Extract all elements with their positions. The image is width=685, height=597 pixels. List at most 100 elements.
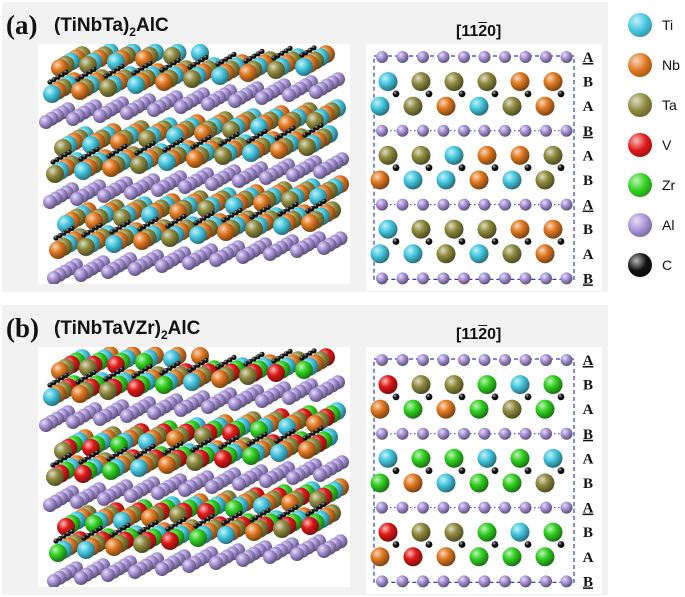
c-atom xyxy=(231,354,237,360)
c-atom xyxy=(65,531,71,537)
c-atom xyxy=(93,225,99,231)
c-atom xyxy=(557,541,565,548)
c-atom xyxy=(59,72,65,78)
c-atom xyxy=(392,467,400,475)
ti-atom xyxy=(370,244,390,264)
al-atom xyxy=(259,171,273,185)
al-atom xyxy=(97,492,111,506)
c-atom xyxy=(250,439,256,445)
al-atom xyxy=(376,272,388,285)
c-atom xyxy=(177,519,183,525)
c-atom xyxy=(317,504,323,510)
al-atom xyxy=(236,250,250,264)
stacking-letter: A xyxy=(583,247,594,263)
c-atom xyxy=(103,376,109,382)
c-atom xyxy=(205,213,211,219)
direction-bar-digit: 2 xyxy=(478,326,488,343)
nb-atom xyxy=(403,473,423,493)
al-atom xyxy=(376,501,388,514)
c-atom xyxy=(310,127,316,133)
al-atom xyxy=(286,168,300,182)
al-atom xyxy=(151,486,165,500)
al-atom xyxy=(209,253,223,267)
zr-atom xyxy=(469,473,489,493)
c-atom xyxy=(81,535,87,541)
nb-atom xyxy=(105,538,123,556)
c-atom xyxy=(557,90,565,98)
c-atom xyxy=(191,365,197,371)
c-atom xyxy=(181,213,187,219)
c-atom xyxy=(166,448,172,454)
al-atom xyxy=(282,391,296,405)
zr-atom xyxy=(370,473,390,493)
nb-atom xyxy=(370,170,390,190)
c-atom xyxy=(302,435,308,441)
legend-label: V xyxy=(662,137,672,153)
c-atom xyxy=(251,53,257,59)
c-atom xyxy=(277,211,283,217)
c-atom xyxy=(227,357,233,363)
c-atom xyxy=(178,440,184,446)
al-atom xyxy=(376,198,388,211)
legend-item-ta: Ta xyxy=(628,90,685,120)
al-atom xyxy=(317,241,331,255)
c-atom xyxy=(314,125,320,131)
ta-atom xyxy=(186,453,204,471)
al-atom xyxy=(540,124,552,137)
c-atom xyxy=(169,524,175,530)
c-atom xyxy=(249,517,255,523)
c-atom xyxy=(63,372,69,378)
c-atom xyxy=(51,380,57,386)
al-atom xyxy=(478,272,491,285)
c-atom xyxy=(254,436,260,442)
al-atom xyxy=(519,198,532,211)
c-atom xyxy=(194,445,200,451)
c-atom xyxy=(187,64,193,70)
nb-atom-icon xyxy=(628,53,652,77)
c-atom xyxy=(54,460,60,466)
c-atom xyxy=(94,146,100,152)
c-atom xyxy=(169,221,175,227)
c-atom xyxy=(286,128,292,134)
al-atom xyxy=(286,471,300,485)
c-atom xyxy=(174,140,180,146)
al-atom xyxy=(560,427,573,440)
c-atom xyxy=(392,164,400,172)
al-atom xyxy=(236,553,250,567)
legend-item-ti: Ti xyxy=(628,10,685,40)
c-atom xyxy=(491,541,499,548)
c-atom xyxy=(230,134,236,140)
c-atom xyxy=(121,525,127,531)
c-atom xyxy=(257,209,263,215)
stacking-letter: B xyxy=(583,271,593,287)
panel-letter: (b) xyxy=(6,313,39,343)
ta-atom xyxy=(133,535,151,553)
c-atom xyxy=(94,449,100,455)
al-atom xyxy=(396,575,409,588)
c-atom xyxy=(271,358,277,364)
c-atom xyxy=(193,523,199,529)
c-atom xyxy=(83,71,89,77)
ta-atom xyxy=(502,399,522,419)
c-atom xyxy=(81,232,87,238)
ta-atom xyxy=(477,219,497,239)
c-atom xyxy=(246,138,252,144)
unit-cell-frame xyxy=(373,55,575,280)
al-atom xyxy=(417,51,429,63)
ti-atom xyxy=(436,473,456,493)
c-atom xyxy=(111,371,117,377)
c-atom xyxy=(165,223,171,229)
c-atom xyxy=(306,130,312,136)
c-atom xyxy=(227,54,233,60)
panel-letter: (a) xyxy=(6,10,38,40)
nb-atom xyxy=(510,219,530,239)
al-atom xyxy=(478,124,491,137)
c-atom xyxy=(281,209,287,215)
al-atom xyxy=(376,575,388,588)
c-atom xyxy=(187,367,193,373)
al-atom xyxy=(396,501,409,514)
c-atom xyxy=(278,133,284,139)
direction-prefix: [11 xyxy=(456,23,479,40)
al-atom xyxy=(255,91,269,105)
